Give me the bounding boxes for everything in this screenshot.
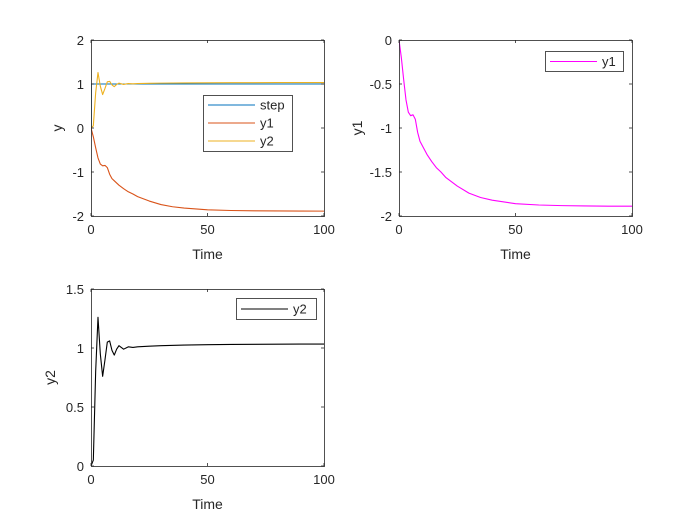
- y-axis-label: y1: [349, 120, 365, 135]
- axes-box: [399, 40, 633, 217]
- y-tick-label: -1: [380, 121, 392, 136]
- y-tick-label: 0.5: [66, 400, 84, 415]
- y-tick-label: 1: [77, 341, 84, 356]
- x-tick-label: 100: [313, 472, 335, 487]
- series-line-y1: [91, 127, 324, 212]
- y-tick-label: -0.5: [370, 77, 392, 92]
- subplot-1: 0 50 100 -2 -1 0 1 2 Time y step y1 y2: [49, 33, 335, 262]
- y-tick-label: -2: [72, 209, 84, 224]
- y-tick-label: 0: [77, 121, 84, 136]
- x-axis-label: Time: [500, 246, 531, 262]
- x-tick-label: 0: [87, 472, 94, 487]
- x-tick-label: 50: [508, 222, 522, 237]
- legend: y2: [236, 298, 317, 320]
- x-tick-label: 100: [313, 222, 335, 237]
- y-tick-label: 2: [77, 33, 84, 48]
- series-lines: [91, 316, 324, 466]
- legend-label-step: step: [260, 98, 285, 113]
- x-axis-label: Time: [192, 246, 223, 262]
- legend-label-y2: y2: [260, 134, 274, 149]
- series-line-y1: [399, 40, 632, 207]
- y-tick-label: 1: [77, 77, 84, 92]
- x-axis-label: Time: [192, 496, 223, 512]
- x-tick-label: 0: [395, 222, 402, 237]
- legend: step y1 y2: [203, 95, 293, 152]
- y-tick-label: 0: [77, 459, 84, 474]
- x-tick-label: 100: [621, 222, 643, 237]
- y-tick-label: -1: [72, 165, 84, 180]
- y-axis-label: y: [49, 125, 65, 132]
- y-tick-label: 0: [385, 33, 392, 48]
- legend-label-y1: y1: [260, 116, 274, 131]
- series-line-y2: [91, 72, 324, 129]
- series-line-y2: [91, 316, 324, 466]
- subplot-2: 0 50 100 -2 -1.5 -1 -0.5 0 Time y1 y1: [349, 33, 643, 262]
- x-tick-label: 0: [87, 222, 94, 237]
- y-tick-label: -2: [380, 209, 392, 224]
- x-tick-label: 50: [200, 472, 214, 487]
- axes-box: [91, 40, 325, 217]
- y-tick-label: 1.5: [66, 282, 84, 297]
- y-tick-label: -1.5: [370, 165, 392, 180]
- legend-label-y1: y1: [602, 54, 616, 69]
- legend-label-y2: y2: [293, 302, 307, 317]
- legend: y1: [545, 51, 624, 72]
- axes-box: [91, 289, 325, 467]
- series-lines: [399, 40, 632, 207]
- subplot-3: 0 50 100 0 0.5 1 1.5 Time y2 y2: [42, 282, 335, 512]
- x-tick-label: 50: [200, 222, 214, 237]
- y-axis-label: y2: [42, 370, 58, 385]
